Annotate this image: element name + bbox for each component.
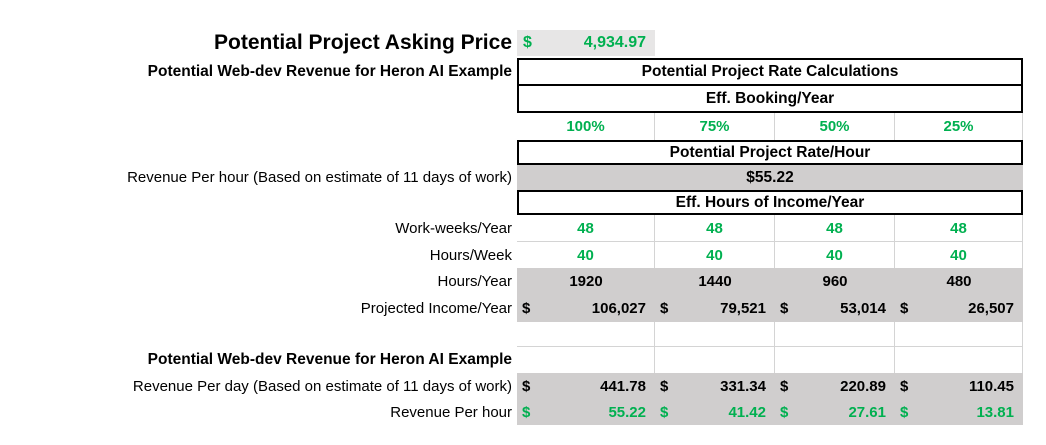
currency-symbol: $ bbox=[780, 403, 789, 421]
cell-revenue-hour-col3[interactable]: $ 27.61 bbox=[775, 399, 895, 425]
cell-hours-week-label[interactable]: Hours/Week bbox=[429, 246, 512, 264]
cell-hours-year-col2[interactable]: 1440 bbox=[698, 273, 732, 290]
cell-work-weeks-col2[interactable]: 48 bbox=[655, 215, 775, 241]
empty-cell[interactable] bbox=[895, 347, 1023, 373]
revenue-day-amount: 441.78 bbox=[600, 377, 646, 395]
row-hours-week: 40 40 40 40 bbox=[517, 242, 1023, 268]
cell-header-eff-hours[interactable]: Eff. Hours of Income/Year bbox=[517, 190, 1023, 215]
row-work-weeks: 48 48 48 48 bbox=[517, 215, 1023, 242]
cell-hours-week-col4[interactable]: 40 bbox=[895, 242, 1023, 268]
cell-work-weeks-col3[interactable]: 48 bbox=[775, 215, 895, 241]
empty-cell[interactable] bbox=[895, 322, 1023, 346]
cell-revenue-day-col2[interactable]: $ 331.34 bbox=[655, 373, 775, 399]
currency-symbol: $ bbox=[660, 377, 669, 395]
currency-symbol: $ bbox=[900, 300, 909, 317]
projected-income-amount: 79,521 bbox=[720, 300, 766, 317]
cell-booking-col3[interactable]: 50% bbox=[775, 113, 895, 140]
cell-projected-income-col2[interactable]: $ 79,521 bbox=[655, 295, 775, 322]
cell-projected-income-col4[interactable]: $ 26,507 bbox=[895, 295, 1023, 322]
currency-symbol: $ bbox=[900, 377, 909, 395]
cell-booking-col2[interactable]: 75% bbox=[655, 113, 775, 140]
revenue-hour-amount: 27.61 bbox=[848, 403, 886, 421]
cell-revenue-per-hour-label[interactable]: Revenue Per hour bbox=[390, 403, 512, 421]
currency-symbol: $ bbox=[522, 300, 531, 317]
cell-hours-week-col1[interactable]: 40 bbox=[517, 242, 655, 268]
cell-revenue-day-col3[interactable]: $ 220.89 bbox=[775, 373, 895, 399]
currency-symbol: $ bbox=[900, 403, 909, 421]
cell-projected-income-label[interactable]: Projected Income/Year bbox=[360, 300, 512, 317]
projected-income-amount: 53,014 bbox=[840, 300, 886, 317]
cell-hours-year-label[interactable]: Hours/Year bbox=[437, 273, 513, 290]
cell-header-eff-booking[interactable]: Eff. Booking/Year bbox=[517, 84, 1023, 113]
cell-revenue-hour-col4[interactable]: $ 13.81 bbox=[895, 399, 1023, 425]
asking-price-amount: 4,934.97 bbox=[583, 34, 646, 51]
cell-revenue-per-hour-estimate-label[interactable]: Revenue Per hour (Based on estimate of 1… bbox=[127, 169, 512, 186]
cell-revenue-per-day-label[interactable]: Revenue Per day (Based on estimate of 11… bbox=[132, 377, 512, 395]
projected-income-amount: 26,507 bbox=[968, 300, 1014, 317]
cell-booking-col4[interactable]: 25% bbox=[895, 113, 1023, 140]
cell-revenue-day-col1[interactable]: $ 441.78 bbox=[517, 373, 655, 399]
cell-asking-price-value[interactable]: $ 4,934.97 bbox=[517, 30, 655, 56]
empty-cell[interactable] bbox=[775, 322, 895, 346]
cell-revenue-hour-col2[interactable]: $ 41.42 bbox=[655, 399, 775, 425]
row-hours-year: 1920 1440 960 480 bbox=[517, 268, 1023, 295]
cell-hours-year-col1[interactable]: 1920 bbox=[569, 273, 603, 290]
row-empty-1 bbox=[517, 322, 1023, 347]
empty-cell[interactable] bbox=[655, 347, 775, 373]
cell-revenue-day-col4[interactable]: $ 110.45 bbox=[895, 373, 1023, 399]
empty-cell[interactable] bbox=[655, 322, 775, 346]
revenue-hour-amount: 41.42 bbox=[728, 403, 766, 421]
cell-hours-year-col3[interactable]: 960 bbox=[822, 273, 848, 290]
revenue-day-amount: 110.45 bbox=[968, 377, 1014, 395]
empty-cell[interactable] bbox=[517, 347, 655, 373]
currency-symbol: $ bbox=[660, 300, 669, 317]
row-booking-percentages: 100% 75% 50% 25% bbox=[517, 113, 1023, 140]
cell-work-weeks-col1[interactable]: 48 bbox=[517, 215, 655, 241]
projected-income-amount: 106,027 bbox=[591, 300, 646, 317]
currency-symbol: $ bbox=[780, 300, 789, 317]
cell-work-weeks-col4[interactable]: 48 bbox=[895, 215, 1023, 241]
revenue-hour-amount: 13.81 bbox=[976, 403, 1014, 421]
row-revenue-per-hour: $ 55.22 $ 41.42 $ 27.61 $ 13.81 bbox=[517, 399, 1023, 425]
cell-projected-income-col3[interactable]: $ 53,014 bbox=[775, 295, 895, 322]
row-projected-income: $ 106,027 $ 79,521 $ 53,014 $ 26,507 bbox=[517, 295, 1023, 322]
currency-symbol: $ bbox=[780, 377, 789, 395]
cell-asking-price-label[interactable]: Potential Project Asking Price bbox=[214, 31, 512, 54]
revenue-day-amount: 331.34 bbox=[720, 377, 766, 395]
cell-work-weeks-label[interactable]: Work-weeks/Year bbox=[395, 220, 512, 237]
revenue-hour-amount: 55.22 bbox=[608, 403, 646, 421]
cell-projected-income-col1[interactable]: $ 106,027 bbox=[517, 295, 655, 322]
currency-symbol: $ bbox=[522, 403, 531, 421]
row-revenue-per-day: $ 441.78 $ 331.34 $ 220.89 $ 110.45 bbox=[517, 373, 1023, 399]
cell-rate-per-hour-value[interactable]: $55.22 bbox=[517, 165, 1023, 190]
empty-cell[interactable] bbox=[775, 347, 895, 373]
cell-header-rate-calculations[interactable]: Potential Project Rate Calculations bbox=[517, 58, 1023, 86]
cell-hours-year-col4[interactable]: 480 bbox=[946, 273, 972, 290]
cell-revenue-hour-col1[interactable]: $ 55.22 bbox=[517, 399, 655, 425]
cell-section-top-label[interactable]: Potential Web-dev Revenue for Heron AI E… bbox=[147, 63, 512, 80]
currency-symbol: $ bbox=[660, 403, 669, 421]
currency-symbol: $ bbox=[523, 34, 532, 51]
empty-cell[interactable] bbox=[517, 322, 655, 346]
row-empty-2 bbox=[517, 347, 1023, 373]
cell-hours-week-col2[interactable]: 40 bbox=[655, 242, 775, 268]
cell-section-bottom-label[interactable]: Potential Web-dev Revenue for Heron AI E… bbox=[147, 351, 512, 368]
cell-header-rate-per-hour[interactable]: Potential Project Rate/Hour bbox=[517, 140, 1023, 165]
revenue-day-amount: 220.89 bbox=[840, 377, 886, 395]
cell-hours-week-col3[interactable]: 40 bbox=[775, 242, 895, 268]
cell-booking-col1[interactable]: 100% bbox=[517, 113, 655, 140]
currency-symbol: $ bbox=[522, 377, 531, 395]
